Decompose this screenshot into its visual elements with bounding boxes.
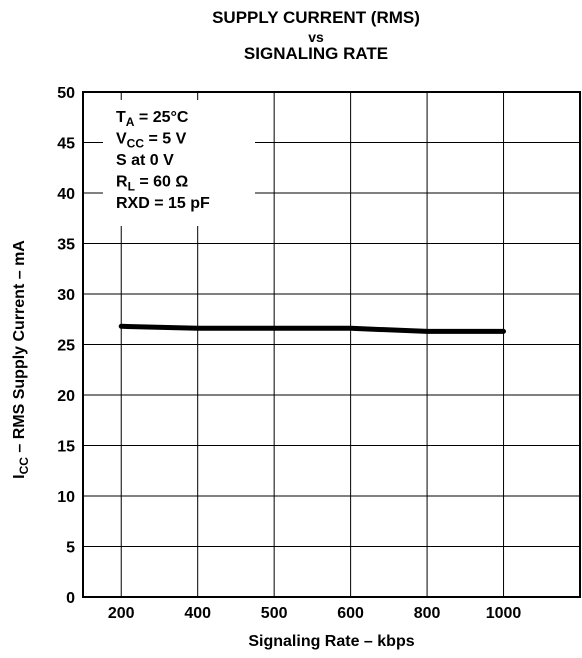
x-tick-label: 500	[261, 605, 288, 622]
series-line	[118, 323, 506, 334]
y-axis-label: ICC – RMS Supply Current – mA	[11, 240, 31, 479]
y-tick-label: 25	[57, 338, 75, 355]
plot-frame	[82, 91, 581, 598]
tick-label-layer: 0 5 10 15 20 25 30 35 40 45 50 200 400 500 600 800 1000	[57, 85, 521, 622]
condition-line: S at 0 V	[116, 152, 174, 169]
condition-line: RL = 60 Ω	[116, 174, 188, 194]
x-tick-label: 400	[184, 605, 211, 622]
chart-title-line3: SIGNALING RATE	[243, 44, 389, 63]
y-tick-label: 5	[66, 540, 75, 557]
condition-line: RXD = 15 pF	[116, 195, 210, 212]
y-tick-label: 50	[57, 85, 75, 102]
y-tick-label: 30	[57, 287, 75, 304]
y-tick-label: 0	[66, 590, 75, 607]
y-tick-label: 20	[57, 388, 75, 405]
y-tick-label: 45	[57, 136, 75, 153]
y-tick-label: 35	[57, 237, 75, 254]
condition-line: VCC = 5 V	[116, 131, 187, 151]
x-tick-label: 1000	[486, 605, 522, 622]
chart-title-line2: vs	[308, 29, 324, 45]
y-tick-label: 15	[57, 439, 75, 456]
condition-line: TA = 25°C	[116, 109, 189, 129]
y-tick-label: 10	[57, 489, 75, 506]
grid-layer	[83, 92, 580, 597]
conditions-box	[103, 100, 255, 226]
series-layer	[118, 323, 506, 334]
y-tick-label: 40	[57, 186, 75, 203]
x-tick-label: 200	[108, 605, 135, 622]
chart-title-line1: SUPPLY CURRENT (RMS)	[212, 8, 420, 27]
x-tick-label: 600	[337, 605, 364, 622]
x-tick-label: 800	[414, 605, 441, 622]
x-axis-label: Signaling Rate – kbps	[248, 633, 414, 650]
